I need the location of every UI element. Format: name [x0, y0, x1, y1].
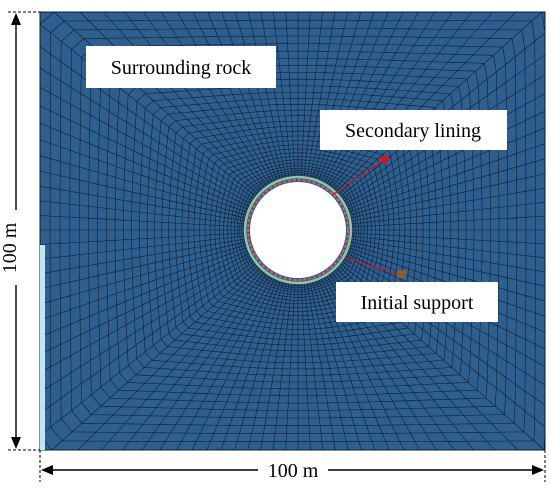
secondary-lining-leader [333, 157, 387, 195]
width-dimension-label: 100 m [268, 460, 319, 482]
left-boundary-strip [40, 245, 45, 450]
secondary-lining-ring [247, 179, 349, 281]
height-dimension-label: 100 m [0, 222, 21, 273]
secondary-lining-arrowhead [379, 155, 390, 165]
tunnel-opening [250, 182, 346, 278]
initial-support-leader [344, 257, 403, 277]
label-secondary-lining: Secondary lining [320, 110, 507, 150]
initial-support-marker [397, 270, 406, 278]
initial-support-label: Initial support [361, 292, 474, 314]
surrounding-rock-label: Surrounding rock [111, 57, 252, 79]
width-dimension: 100 m [39, 450, 546, 482]
label-surrounding-rock: Surrounding rock [86, 46, 276, 88]
secondary-lining-label: Secondary lining [345, 120, 481, 142]
height-dimension: 100 m [0, 11, 40, 451]
leader-lines [333, 155, 406, 278]
label-initial-support: Initial support [336, 282, 498, 322]
initial-support-ring [243, 175, 353, 285]
tunnel [243, 175, 353, 285]
